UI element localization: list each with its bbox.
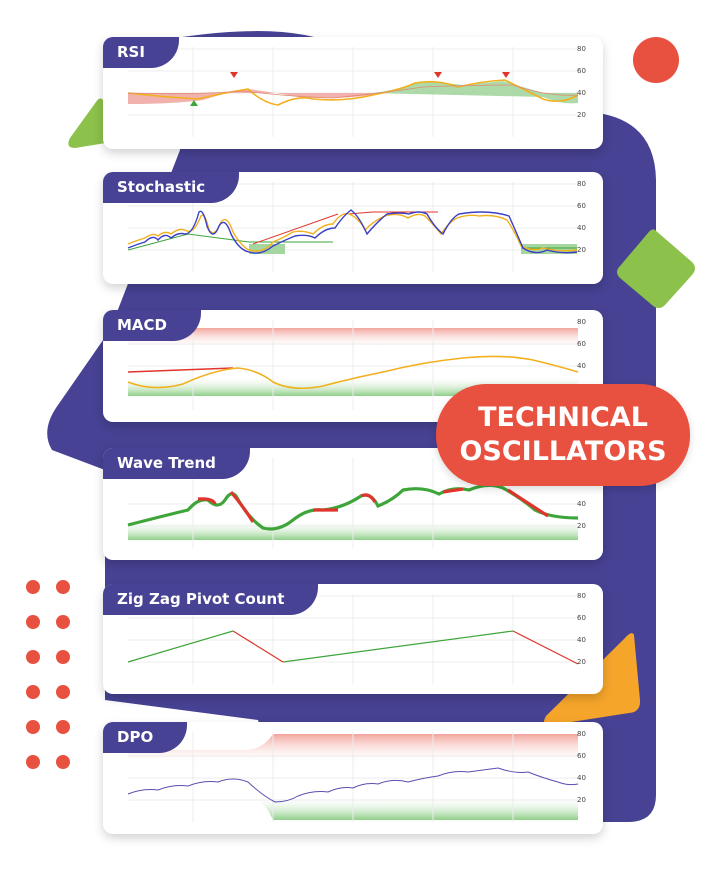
stochastic-k-line — [127, 213, 578, 252]
card-stochastic: Stochastic 80 60 40 20 — [103, 172, 603, 284]
wave-trend-red — [442, 487, 464, 494]
zig-zag-up-leg — [127, 630, 234, 663]
stochastic-red-trend — [252, 213, 339, 245]
wave-trend-red — [360, 493, 377, 503]
tick-label: 40 — [577, 636, 586, 644]
red-dot-grid-icon — [26, 580, 70, 769]
dpo-line — [127, 767, 579, 803]
tick-label: 20 — [577, 796, 586, 804]
stochastic-oversold-zone — [249, 244, 285, 254]
card-dpo: DPO 80 60 40 20 — [103, 722, 603, 834]
wave-trend-red — [507, 488, 549, 518]
tick-label: 20 — [577, 246, 586, 254]
macd-chart — [127, 320, 579, 410]
tick-label: 80 — [577, 592, 586, 600]
card-title: Zig Zag Pivot Count — [103, 584, 319, 615]
macd-line — [127, 355, 579, 390]
card-title: DPO — [103, 722, 188, 753]
card-title: MACD — [103, 310, 201, 341]
stochastic-d-line — [127, 209, 578, 254]
wave-trend-chart — [127, 458, 579, 548]
tick-label: 40 — [577, 89, 586, 97]
zig-zag-up-leg — [282, 630, 514, 663]
title-line-1: TECHNICAL — [478, 402, 648, 433]
tick-label: 80 — [577, 730, 586, 738]
tick-label: 80 — [577, 180, 586, 188]
stochastic-chart — [127, 182, 578, 272]
macd-signal-line — [127, 367, 234, 373]
rsi-red-fill — [128, 89, 373, 104]
tick-label: 20 — [577, 658, 586, 666]
stochastic-green-trend — [127, 233, 333, 251]
title-badge: TECHNICAL OSCILLATORS — [436, 384, 690, 486]
rsi-signal-line — [127, 84, 579, 99]
dpo-chart — [127, 732, 579, 822]
rsi-sell-marker-icon — [434, 72, 442, 78]
rsi-buy-marker-icon — [190, 100, 198, 106]
card-title: RSI — [103, 37, 179, 68]
tick-label: 60 — [577, 67, 586, 75]
card-zig-zag: Zig Zag Pivot Count 80 60 40 20 — [103, 584, 603, 694]
tick-label: 60 — [577, 752, 586, 760]
card-title: Stochastic — [103, 172, 240, 203]
rsi-chart — [127, 47, 579, 137]
tick-label: 60 — [577, 614, 586, 622]
card-title: Wave Trend — [103, 448, 250, 479]
tick-label: 80 — [577, 45, 586, 53]
rsi-sell-marker-icon — [230, 72, 238, 78]
tick-label: 60 — [577, 340, 586, 348]
rsi-sell-marker-icon — [502, 72, 510, 78]
rsi-line — [127, 79, 579, 106]
tick-label: 20 — [577, 111, 586, 119]
tick-label: 40 — [577, 774, 586, 782]
red-circle-icon — [633, 37, 679, 83]
tick-label: 40 — [577, 362, 586, 370]
wave-trend-red — [197, 497, 217, 505]
tick-label: 80 — [577, 318, 586, 326]
zig-zag-down-leg — [512, 630, 579, 665]
green-diamond-icon — [617, 229, 695, 308]
tick-label: 40 — [577, 224, 586, 232]
title-line-2: OSCILLATORS — [459, 436, 667, 467]
tick-label: 40 — [577, 500, 586, 508]
zig-zag-down-leg — [232, 630, 284, 663]
wave-trend-red — [229, 490, 255, 523]
tick-label: 20 — [577, 522, 586, 530]
tick-label: 60 — [577, 202, 586, 210]
card-rsi: RSI 80 60 40 20 — [103, 37, 603, 149]
